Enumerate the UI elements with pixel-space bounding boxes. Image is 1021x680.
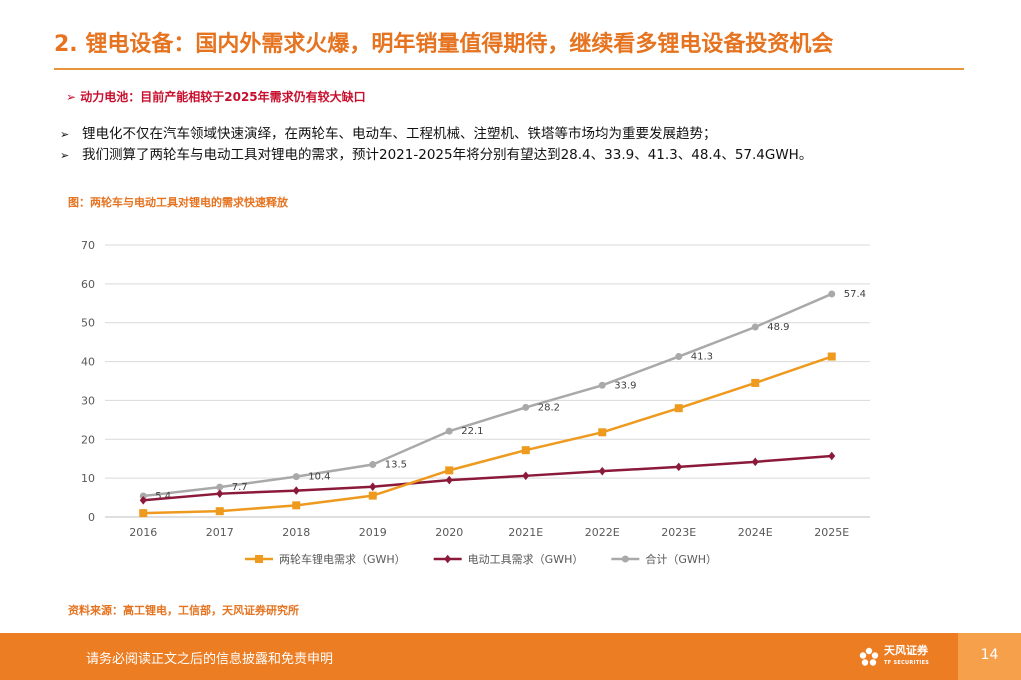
data-point-circle bbox=[292, 473, 300, 481]
slide-title: 2. 锂电设备：国内外需求火爆，明年销量值得期待，继续看多锂电设备投资机会 bbox=[54, 32, 834, 57]
bullet-text: 锂电化不仅在汽车领域快速演绎，在两轮车、电动车、工程机械、注塑机、铁塔等市场均为… bbox=[82, 126, 717, 142]
y-tick-label: 0 bbox=[88, 511, 95, 524]
data-point-circle bbox=[522, 403, 530, 411]
data-label: 22.1 bbox=[461, 426, 483, 437]
legend-label: 两轮车锂电需求（GWH） bbox=[279, 552, 406, 566]
data-label: 28.2 bbox=[538, 402, 560, 413]
data-point-square bbox=[255, 555, 263, 563]
data-point-square bbox=[139, 509, 148, 518]
data-point-circle bbox=[828, 290, 836, 298]
section-heading: ➢ 动力电池：目前产能相较于2025年需求仍有较大缺口 bbox=[66, 88, 366, 105]
data-label: 41.3 bbox=[691, 352, 713, 363]
x-tick-label: 2019 bbox=[359, 526, 387, 539]
source-note: 资料来源：高工锂电，工信部，天风证券研究所 bbox=[68, 604, 299, 617]
data-point-circle bbox=[598, 381, 606, 389]
series-line bbox=[143, 292, 833, 498]
bullet-text: 我们测算了两轮车与电动工具对锂电的需求，预计2021-2025年将分别有望达到2… bbox=[82, 147, 813, 163]
data-label: 13.5 bbox=[385, 460, 407, 471]
x-tick-label: 2018 bbox=[282, 526, 310, 539]
bullet-arrow-icon: ➢ bbox=[60, 128, 70, 141]
company-logo: 天风证券 TF SECURITIES bbox=[858, 643, 929, 671]
data-point-diamond bbox=[292, 486, 300, 495]
x-tick-label: 2025E bbox=[814, 526, 849, 539]
y-tick-label: 10 bbox=[81, 472, 95, 485]
y-tick-label: 40 bbox=[81, 356, 95, 369]
bullet-item: ➢ 锂电化不仅在汽车领域快速演绎，在两轮车、电动车、工程机械、注塑机、铁塔等市场均… bbox=[60, 124, 812, 145]
data-point-diamond bbox=[675, 462, 683, 472]
series-line bbox=[143, 355, 833, 515]
data-point-circle bbox=[445, 427, 453, 435]
data-point-square bbox=[674, 404, 683, 413]
data-point-square bbox=[445, 466, 454, 475]
data-point-circle bbox=[369, 461, 377, 469]
data-point-diamond bbox=[445, 475, 453, 485]
data-point-circle bbox=[751, 323, 759, 331]
y-tick-label: 60 bbox=[81, 278, 95, 291]
x-tick-label: 2017 bbox=[206, 526, 234, 539]
data-point-diamond bbox=[598, 466, 606, 476]
data-label: 10.4 bbox=[308, 472, 330, 483]
x-tick-label: 2024E bbox=[738, 526, 773, 539]
page-number: 14 bbox=[980, 647, 999, 663]
data-point-diamond bbox=[828, 451, 836, 461]
title-divider bbox=[54, 68, 964, 70]
bullet-item: ➢ 我们测算了两轮车与电动工具对锂电的需求，预计2021-2025年将分别有望达到… bbox=[60, 145, 812, 166]
data-point-square bbox=[292, 501, 301, 510]
footer-disclaimer: 请务必阅读正文之后的信息披露和免责申明 bbox=[86, 652, 334, 667]
data-point-square bbox=[827, 352, 836, 361]
bullet-arrow-icon: ➢ bbox=[60, 149, 70, 162]
data-label: 57.4 bbox=[844, 289, 866, 300]
legend-label: 合计（GWH） bbox=[645, 552, 717, 566]
data-point-diamond bbox=[522, 471, 530, 481]
data-point-diamond bbox=[216, 489, 224, 498]
y-tick-label: 20 bbox=[81, 433, 95, 446]
data-point-square bbox=[368, 491, 377, 500]
data-point-circle bbox=[675, 353, 683, 361]
y-tick-label: 30 bbox=[81, 394, 95, 407]
x-tick-label: 2022E bbox=[585, 526, 620, 539]
x-tick-label: 2023E bbox=[661, 526, 696, 539]
line-chart: 0 10 20 30 40 50 60 70 2016 2017 2018 2019 2020 2021E… bbox=[81, 239, 870, 566]
section-heading-text: 动力电池：目前产能相较于2025年需求仍有较大缺口 bbox=[80, 90, 366, 104]
flower-logo-icon bbox=[859, 647, 879, 666]
series-line bbox=[143, 454, 832, 502]
section-arrow-icon: ➢ bbox=[66, 90, 77, 104]
data-point-square bbox=[215, 507, 224, 516]
bullet-list: ➢ 锂电化不仅在汽车领域快速演绎，在两轮车、电动车、工程机械、注塑机、铁塔等市场均… bbox=[60, 124, 812, 166]
y-tick-label: 70 bbox=[81, 239, 95, 252]
logo-text: 天风证券 TF SECURITIES bbox=[884, 645, 929, 669]
data-point-diamond bbox=[369, 482, 377, 491]
page-number-box: 14 bbox=[958, 633, 1021, 680]
data-point-diamond bbox=[444, 554, 452, 564]
data-point-square bbox=[521, 446, 530, 455]
data-point-square bbox=[598, 428, 607, 437]
figure-title: 图：两轮车与电动工具对锂电的需求快速释放 bbox=[68, 196, 288, 209]
x-tick-label: 2021E bbox=[508, 526, 543, 539]
data-point-diamond bbox=[139, 495, 147, 505]
logo-subtitle: TF SECURITIES bbox=[884, 660, 930, 666]
data-label: 7.7 bbox=[232, 482, 248, 493]
data-point-circle bbox=[621, 555, 629, 563]
data-label: 5.4 bbox=[155, 491, 171, 502]
data-point-diamond bbox=[751, 457, 759, 467]
x-tick-label: 2016 bbox=[129, 526, 157, 539]
data-point-square bbox=[751, 378, 760, 387]
logo-name: 天风证券 bbox=[884, 644, 928, 657]
legend-label: 电动工具需求（GWH） bbox=[468, 553, 584, 566]
y-tick-label: 50 bbox=[81, 317, 95, 330]
footer-bar: 请务必阅读正文之后的信息披露和免责申明 天风证券 TF SECURITIES 1… bbox=[0, 633, 1021, 680]
data-label: 33.9 bbox=[614, 380, 636, 391]
data-point-circle bbox=[216, 483, 224, 491]
x-tick-label: 2020 bbox=[435, 526, 463, 539]
data-label: 48.9 bbox=[767, 322, 789, 333]
